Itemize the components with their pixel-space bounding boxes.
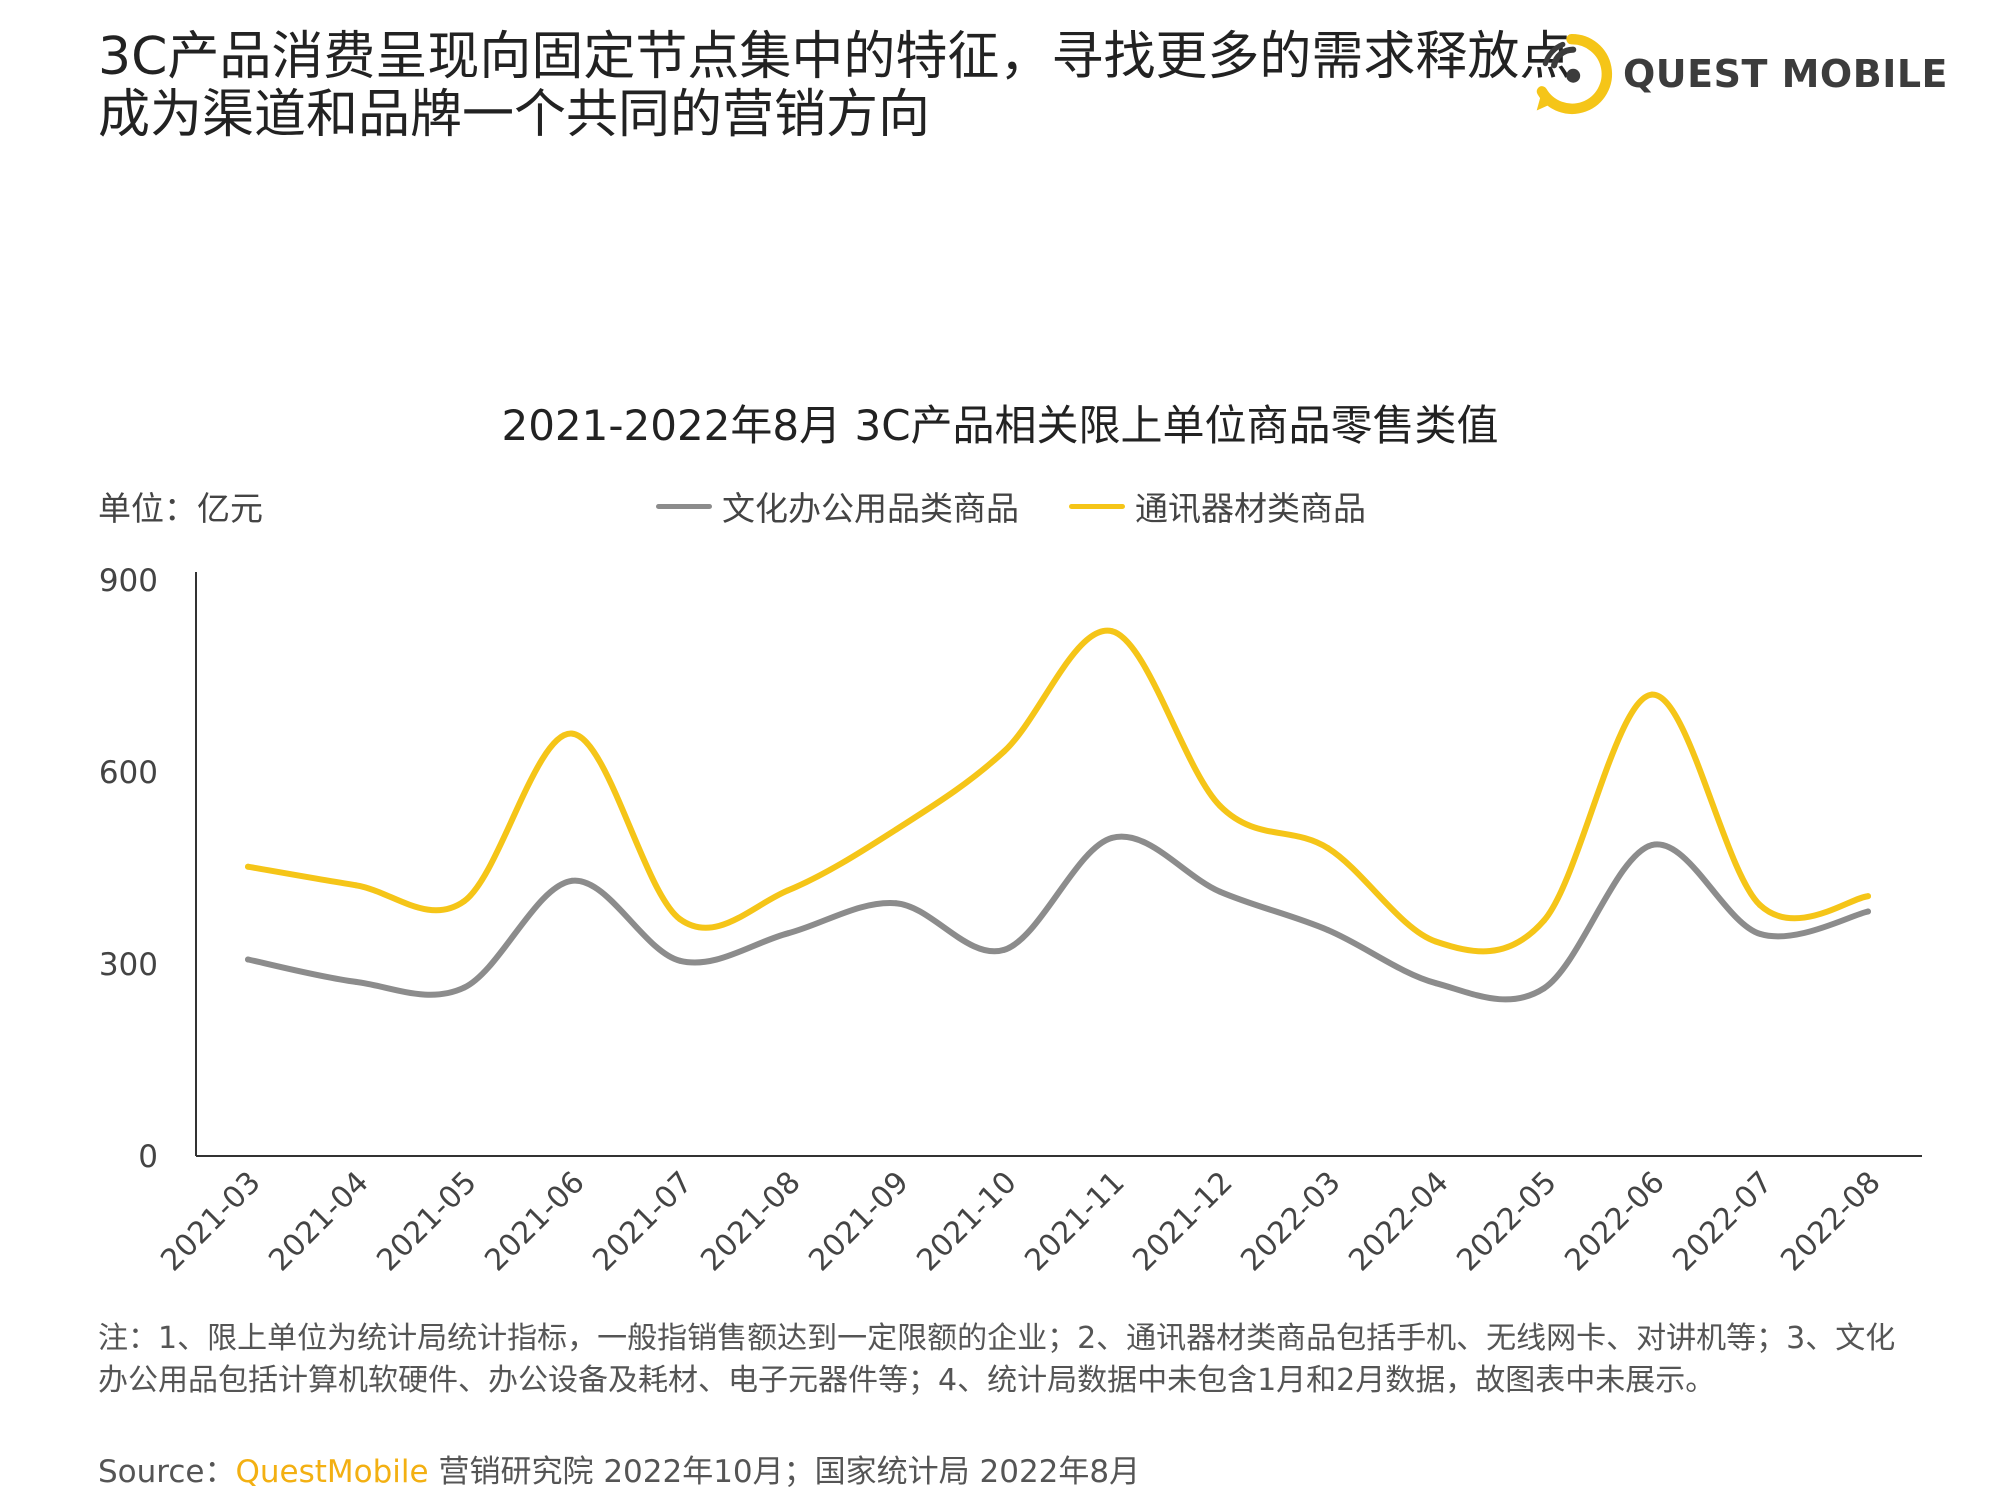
data-point [1001,946,1007,953]
headline-line-1: 3C产品消费呈现向固定节点集中的特征，寻找更多的需求释放点 [98,27,1572,87]
unit-label: 单位：亿元 [98,489,263,528]
headline-line-2: 成为渠道和品牌一个共同的营销方向 [98,85,931,145]
data-point [1757,930,1763,937]
x-tick-label: 2021-12 [1126,1165,1239,1278]
data-point [569,730,575,737]
legend-swatch-telecom [1069,503,1125,509]
data-point [1541,917,1547,924]
data-point [1325,845,1331,852]
x-tick-label: 2021-03 [154,1165,267,1278]
legend-label-office: 文化办公用品类商品 [722,489,1019,528]
series-line-office [245,833,1871,1003]
data-point [1433,980,1439,987]
x-tick-label: 2021-04 [262,1165,375,1278]
data-point [1217,802,1223,809]
x-tick-label: 2021-07 [586,1165,699,1278]
x-tick-label: 2022-05 [1450,1165,1563,1278]
data-point [1433,938,1439,945]
data-point [1649,691,1655,698]
y-tick-label: 300 [99,947,158,983]
y-tick-label: 0 [138,1139,158,1175]
x-tick-label: 2022-08 [1774,1165,1887,1278]
x-tick-label: 2021-11 [1018,1165,1131,1278]
x-tick-label: 2021-09 [802,1165,915,1278]
data-point [245,863,251,870]
source-prefix: Source： [98,1454,236,1490]
x-tick-label: 2021-05 [370,1165,483,1278]
data-point [1541,985,1547,992]
data-point [1649,841,1655,848]
data-point [893,900,899,907]
data-point [677,957,683,964]
x-tick-label: 2022-07 [1666,1165,1779,1278]
data-point [461,898,467,905]
quest-mobile-logo-icon [1536,33,1613,114]
data-point [1001,748,1007,755]
x-tick-label: 2022-06 [1558,1165,1671,1278]
data-point [785,887,791,894]
legend-item-office: 文化办公用品类商品 [656,482,1019,530]
x-tick-label: 2021-08 [694,1165,807,1278]
legend-item-telecom: 通讯器材类商品 [1069,482,1366,530]
legend-swatch-office [656,503,712,509]
brand-logo-block: QUEST MOBILE [1528,26,1948,122]
data-point [245,956,251,963]
source-rest: 营销研究院 2022年10月；国家统计局 2022年8月 [428,1454,1141,1490]
data-point [461,984,467,991]
x-tick-label: 2021-06 [478,1165,591,1278]
data-point [353,882,359,889]
data-point [1757,902,1763,909]
x-tick-label: 2022-03 [1234,1165,1347,1278]
y-tick-label: 900 [99,563,158,599]
chart-title: 2021-2022年8月 3C产品相关限上单位商品零售类值 [501,401,1499,450]
data-point [1865,908,1871,915]
brand-name: QUEST MOBILE [1622,52,1948,96]
page-headline: 3C产品消费呈现向固定节点集中的特征，寻找更多的需求释放点 成为渠道和品牌一个共… [98,27,1572,145]
chart-legend: 文化办公用品类商品 通讯器材类商品 [656,482,1416,530]
legend-label-telecom: 通讯器材类商品 [1135,489,1366,528]
data-point [569,877,575,884]
data-point [1865,893,1871,900]
data-point [893,826,899,833]
data-point [353,978,359,985]
data-point [677,916,683,923]
x-tick-label: 2021-10 [910,1165,1023,1278]
source-brand: QuestMobile [235,1454,429,1490]
source-line: Source：QuestMobile 营销研究院 2022年10月；国家统计局 … [98,1446,1140,1491]
data-point [1109,628,1115,635]
data-point [785,930,791,937]
data-point [1109,834,1115,841]
series-line-telecom [245,627,1871,955]
x-tick-label: 2022-04 [1342,1165,1455,1278]
data-point [1217,888,1223,895]
data-point [1325,927,1331,934]
footnote: 注：1、限上单位为统计局统计指标，一般指销售额达到一定限额的企业；2、通讯器材类… [98,1321,1896,1398]
y-tick-label: 600 [99,755,158,791]
